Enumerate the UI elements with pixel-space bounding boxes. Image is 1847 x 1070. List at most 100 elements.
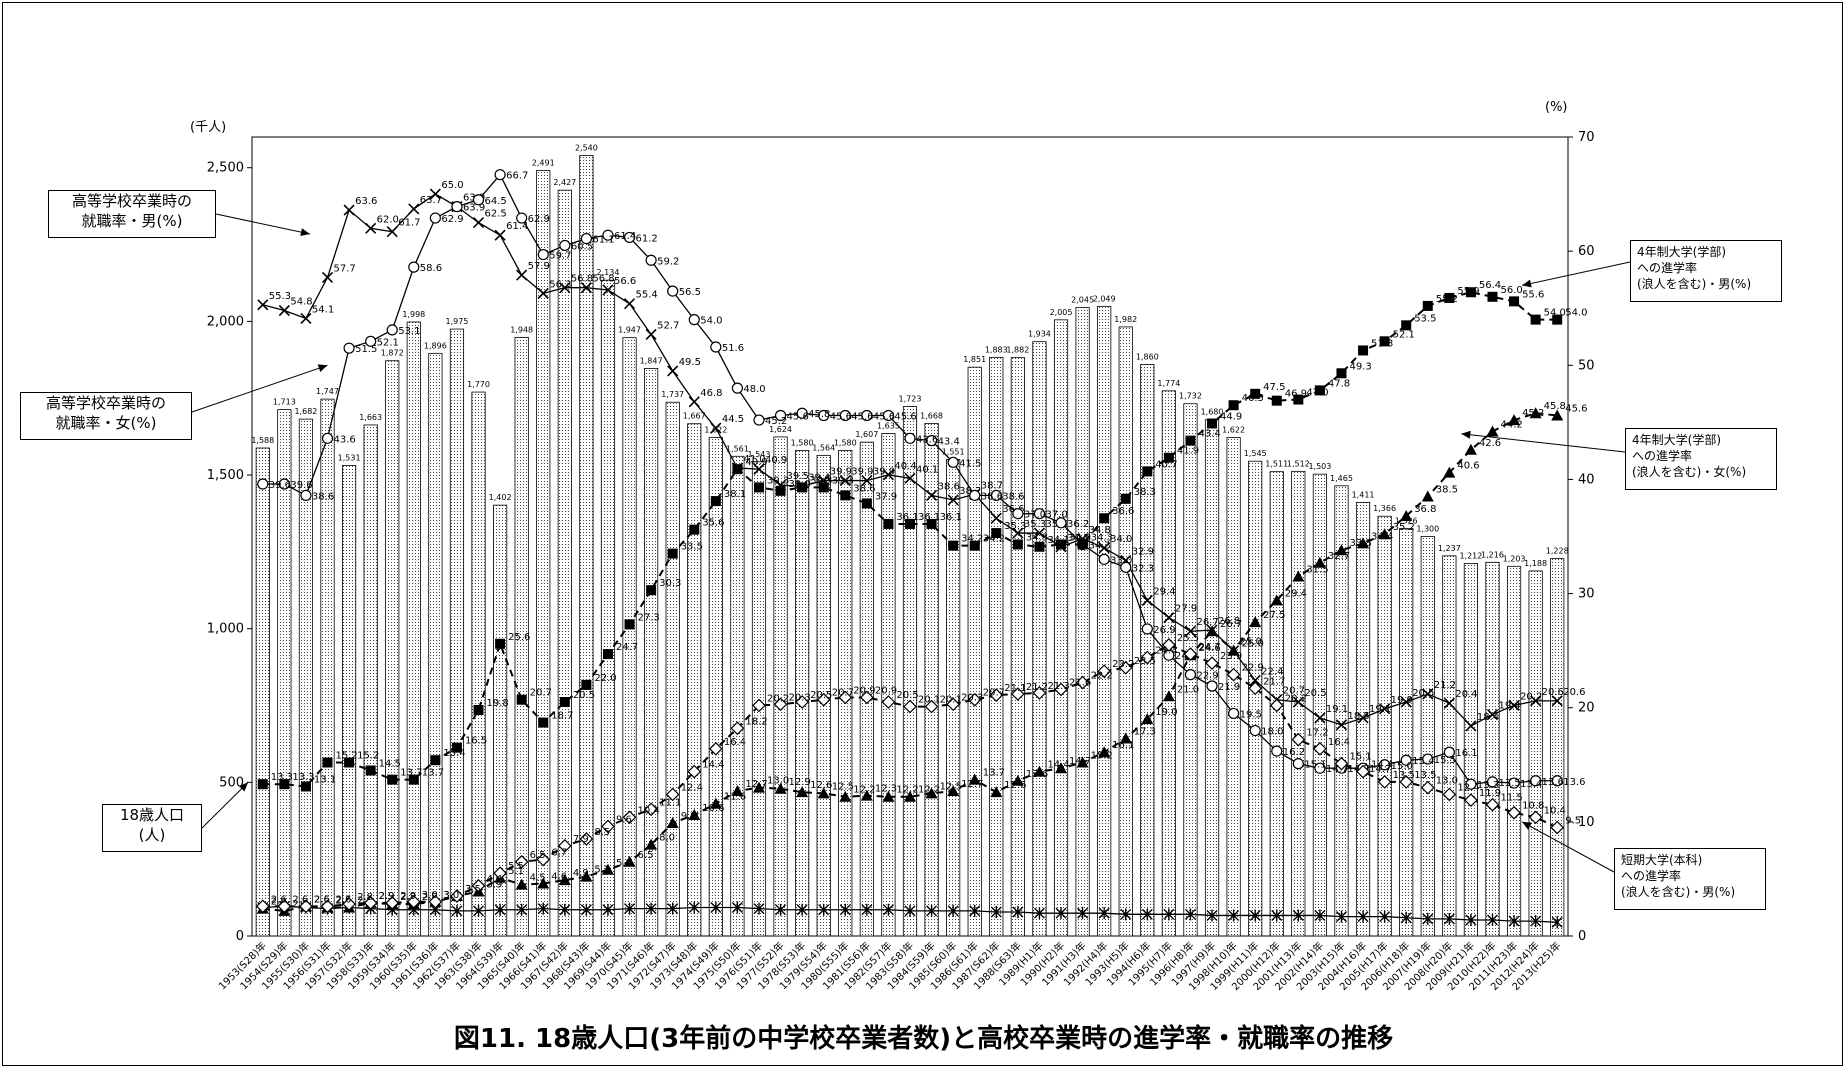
point-value-label: 40.4: [894, 461, 916, 472]
marker-square: [905, 518, 915, 529]
right-axis-tick-label: 10: [1578, 815, 1595, 830]
marker-x: [494, 229, 506, 241]
point-value-label: 2.5: [357, 895, 373, 906]
point-value-label: 55.4: [636, 290, 658, 301]
marker-circle: [1551, 775, 1563, 787]
marker-asterisk: [494, 903, 506, 916]
marker-x: [1314, 712, 1326, 724]
marker-x: [580, 282, 592, 294]
marker-diamond: [1032, 686, 1047, 700]
point-value-label: 43.6: [334, 434, 356, 445]
point-value-label: 13.6: [1542, 777, 1564, 788]
point-value-label: 27.3: [638, 612, 660, 623]
population-label: 1,503: [1308, 462, 1331, 471]
marker-square: [1271, 395, 1282, 406]
point-value-label: 34.3: [1069, 532, 1091, 543]
marker-circle: [1228, 707, 1240, 720]
point-value-label: 14.4: [1047, 760, 1069, 771]
point-value-label: 14.4: [1371, 760, 1393, 771]
population-label: 1,580: [791, 438, 814, 447]
marker-x: [257, 299, 269, 311]
marker-circle: [1465, 778, 1477, 790]
marker-diamond: [536, 852, 551, 867]
point-value-label: 2.5: [336, 895, 352, 906]
marker-triangle: [947, 785, 960, 797]
point-value-label: 13.3: [292, 772, 314, 783]
point-value-label: 16.1: [1112, 740, 1134, 751]
population-label: 2,134: [597, 268, 620, 277]
point-value-label: 55.6: [1522, 289, 1544, 300]
marker-square: [495, 638, 506, 649]
population-bar: [1399, 528, 1414, 937]
marker-square: [1444, 292, 1455, 303]
point-value-label: 46.9: [1285, 389, 1307, 400]
annotation-arrowhead: [238, 782, 248, 792]
population-bar: [1485, 561, 1500, 937]
population-label: 1,366: [1373, 504, 1396, 513]
point-value-label: 31.5: [1306, 564, 1328, 575]
marker-x: [1335, 719, 1348, 731]
marker-asterisk: [1249, 909, 1261, 922]
point-value-label: 12.2: [896, 785, 918, 796]
marker-diamond: [1399, 775, 1414, 789]
population-bar: [385, 360, 400, 937]
marker-circle: [408, 261, 420, 273]
point-value-label: 6.7: [551, 848, 567, 859]
marker-diamond: [687, 764, 702, 779]
point-value-label: 2.9: [379, 891, 395, 902]
marker-x: [1465, 720, 1477, 732]
marker-x: [343, 204, 355, 216]
marker-diamond: [838, 690, 853, 705]
point-value-label: 49.5: [679, 357, 701, 368]
point-value-label: 4.5: [530, 873, 546, 884]
marker-triangle: [731, 785, 744, 797]
point-value-label: 45.6: [830, 412, 852, 423]
marker-triangle: [796, 786, 809, 798]
marker-x: [645, 328, 657, 341]
point-value-label: 54.0: [700, 316, 722, 327]
marker-diamond: [924, 699, 939, 714]
population-label: 1,564: [812, 443, 835, 452]
point-value-label: 3.0: [443, 890, 459, 901]
population-bar: [665, 401, 680, 937]
marker-square: [646, 585, 657, 596]
marker-square: [1207, 418, 1218, 429]
marker-square: [1034, 541, 1045, 552]
marker-x: [753, 463, 765, 475]
marker-x: [1443, 697, 1455, 709]
marker-circle: [1422, 753, 1434, 765]
population-bar: [600, 279, 616, 937]
marker-circle: [494, 169, 506, 181]
marker-circle: [559, 239, 571, 252]
point-value-label: 12.5: [940, 781, 962, 792]
marker-diamond: [493, 866, 507, 881]
point-value-label: 39.9: [873, 467, 895, 478]
point-value-label: 15.4: [443, 748, 465, 759]
marker-square: [797, 482, 808, 493]
marker-asterisk: [1551, 916, 1563, 929]
population-bar: [1442, 555, 1457, 937]
point-value-label: 12.9: [789, 777, 811, 788]
population-label: 2,427: [553, 178, 576, 187]
marker-x: [990, 512, 1002, 524]
marker-circle: [1206, 680, 1218, 692]
point-value-label: 55.9: [1457, 286, 1479, 297]
right-axis-tick-label: 40: [1578, 472, 1595, 487]
marker-circle: [861, 409, 873, 422]
marker-asterisk: [818, 903, 830, 916]
marker-square: [300, 781, 311, 792]
point-value-label: 13.4: [1520, 779, 1542, 790]
marker-asterisk: [990, 906, 1002, 919]
point-value-label: 15.1: [1349, 752, 1371, 763]
point-value-label: 21.6: [1069, 677, 1091, 688]
point-value-label: 20.7: [530, 688, 552, 699]
marker-square: [948, 540, 959, 551]
point-value-label: 33.8: [1349, 538, 1371, 549]
point-value-label: 63.9: [463, 203, 485, 214]
marker-square: [969, 540, 980, 551]
point-value-label: 26.9: [1153, 625, 1175, 636]
population-label: 2,049: [1093, 294, 1116, 303]
point-value-label: 13.6: [1026, 769, 1048, 780]
marker-circle: [365, 335, 377, 347]
point-value-label: 19.4: [1498, 701, 1520, 712]
